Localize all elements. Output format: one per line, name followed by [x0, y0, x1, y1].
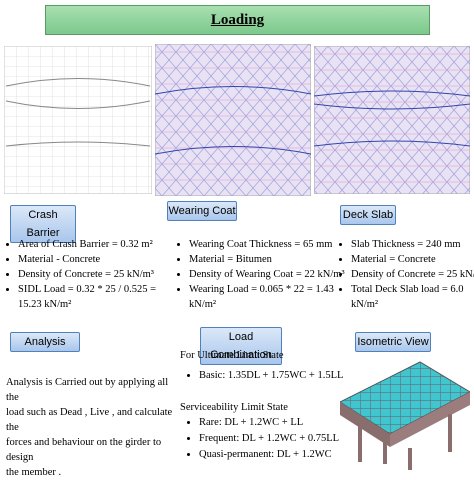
crash-barrier-image [4, 46, 152, 194]
list-item: Slab Thickness = 240 mm [351, 237, 474, 252]
title: Loading [45, 5, 430, 35]
list-item: Density of Wearing Coat = 22 kN/m³ [189, 267, 349, 282]
text-line: forces and behaviour on the girder to de… [6, 437, 162, 463]
list-item: Area of Crash Barrier = 0.32 m² [18, 237, 170, 252]
list-item: Wearing Coat Thickness = 65 mm [189, 237, 349, 252]
section-label: Load Combination [200, 327, 282, 365]
list-item: Wearing Load = 0.065 * 22 = 1.43 kN/m² [189, 282, 349, 312]
section-label: Analysis [10, 332, 80, 352]
list-item: Density of Concrete = 25 kN/m³ [18, 267, 170, 282]
list-item: Rare: DL + 1.2WC + LL [199, 415, 339, 431]
item-list: Area of Crash Barrier = 0.32 m²Material … [4, 237, 170, 312]
uls-heading: For Ultimate Limit State [180, 350, 284, 361]
isometric-image [340, 361, 470, 470]
list-item: Material - Concrete [18, 252, 170, 267]
section-label: Isometric View [355, 332, 431, 352]
item-list: Slab Thickness = 240 mmMaterial = Concre… [337, 237, 474, 312]
deck-slab-image [314, 46, 470, 194]
text-line: the member . [6, 467, 62, 478]
list-item: Material = Concrete [351, 252, 474, 267]
sls-heading: Serviceability Limit State [180, 402, 288, 413]
section-label: Crash Barrier [10, 205, 76, 243]
text-line: Analysis is Carried out by applying all … [6, 377, 169, 403]
list-item: Basic: 1.35DL + 1.75WC + 1.5LL [199, 368, 343, 383]
list-item: Total Deck Slab load = 6.0 kN/m² [351, 282, 474, 312]
uls-list: Basic: 1.35DL + 1.75WC + 1.5LL [185, 368, 343, 383]
analysis-text: Analysis is Carried out by applying all … [6, 375, 176, 480]
list-item: Quasi-permanent: DL + 1.2WC [199, 447, 339, 463]
sls-list: Rare: DL + 1.2WC + LLFrequent: DL + 1.2W… [185, 415, 339, 463]
wearing-coat-image [155, 44, 311, 196]
list-item: Density of Concrete = 25 kN/m³ [351, 267, 474, 282]
list-item: SIDL Load = 0.32 * 25 / 0.525 = 15.23 kN… [18, 282, 170, 312]
list-item: Frequent: DL + 1.2WC + 0.75LL [199, 431, 339, 447]
list-item: Material = Bitumen [189, 252, 349, 267]
section-label: Wearing Coat [167, 201, 237, 221]
text-line: load such as Dead , Live , and calculate… [6, 407, 173, 433]
section-label: Deck Slab [340, 205, 396, 225]
item-list: Wearing Coat Thickness = 65 mmMaterial =… [175, 237, 349, 312]
